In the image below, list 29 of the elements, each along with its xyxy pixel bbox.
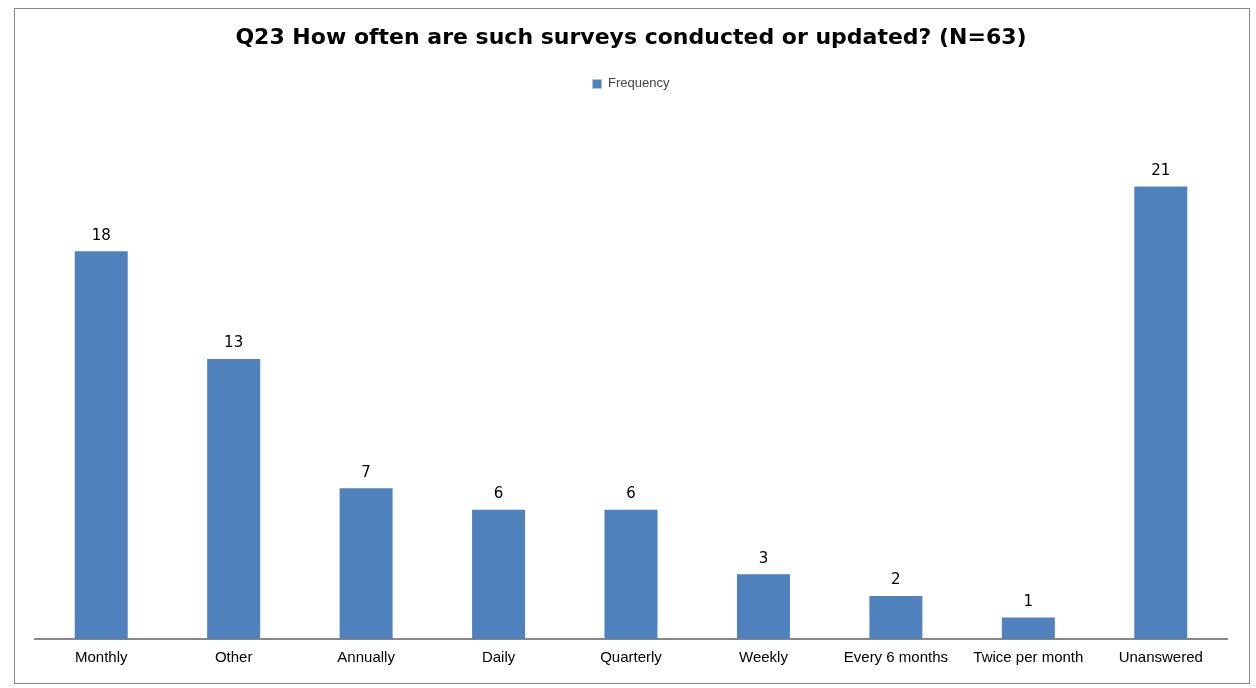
legend-label: Frequency [608,75,670,91]
data-label: 1 [1023,591,1034,610]
bar [472,509,526,639]
bar [736,574,790,639]
x-tick-label: Annually [337,648,396,666]
bar [339,488,393,639]
x-tick-label: Weekly [738,648,789,666]
x-tick-label: Other [214,648,253,666]
bar [869,595,923,639]
bar [74,251,128,639]
data-label: 6 [626,484,636,503]
data-label: 21 [1151,160,1171,179]
data-label: 7 [361,462,371,481]
bar [1001,617,1055,639]
data-label: 13 [224,333,244,352]
data-label: 2 [891,570,901,589]
bar [207,358,261,639]
x-tick-label: Quarterly [600,648,663,666]
x-tick-label: Monthly [74,648,128,666]
chart-title: Q23 How often are such surveys conducted or updated? (N=63) [235,23,1027,49]
bar [604,509,658,639]
data-label: 6 [493,484,504,503]
x-tick-label: Twice per month [973,648,1084,666]
bar [1134,186,1188,639]
data-label: 18 [91,225,111,244]
x-tick-label: Daily [481,648,516,666]
x-tick-label: Every 6 months [843,648,948,666]
data-label: 3 [758,548,769,567]
x-tick-label: Unanswered [1118,648,1203,666]
